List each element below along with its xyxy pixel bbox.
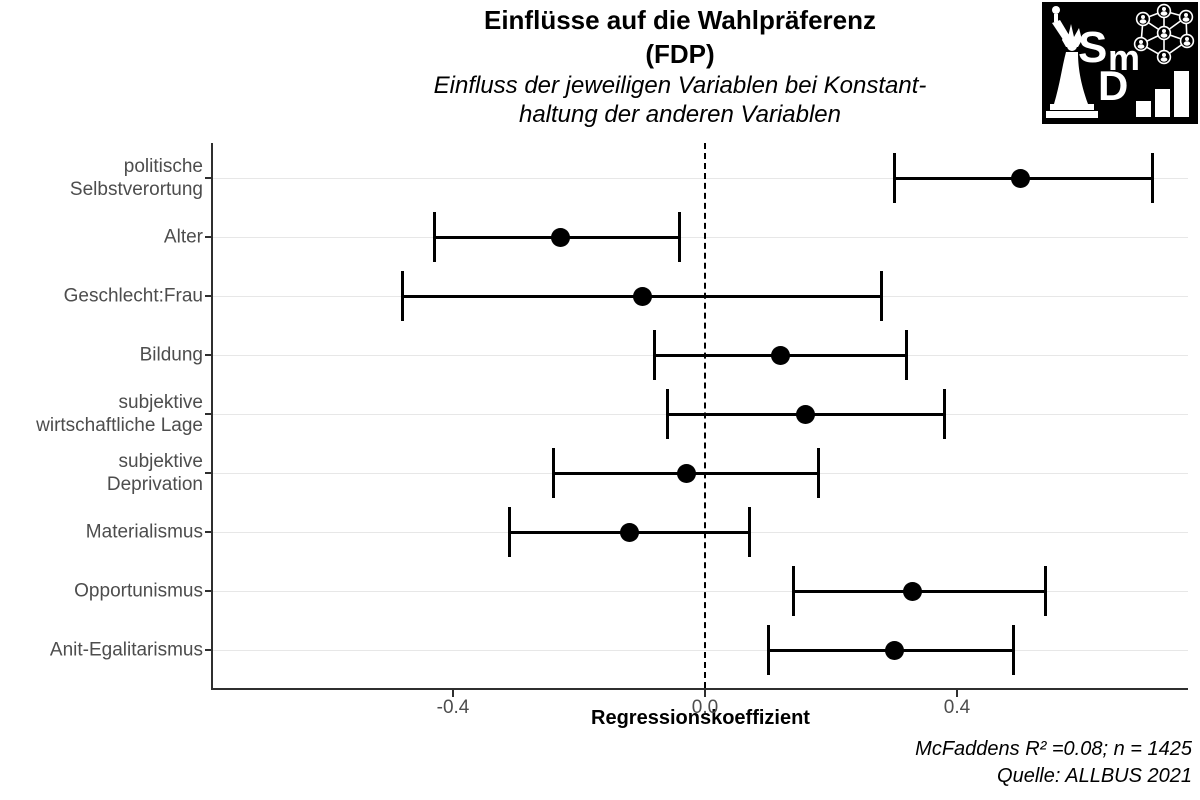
- y-axis-label: subjektive Deprivation: [0, 450, 203, 496]
- ci-cap-high: [747, 507, 751, 557]
- y-axis-label-line: Anit-Egalitarismus: [49, 639, 203, 661]
- point-estimate: [676, 463, 696, 483]
- ci-cap-low: [766, 625, 770, 675]
- smd-logo: S m D: [1042, 2, 1198, 124]
- y-axis-label-line: Materialismus: [85, 521, 203, 543]
- x-axis-title: Regressionskoeffizient: [591, 707, 810, 729]
- gridline: [213, 649, 1188, 651]
- chart-subtitle-line2: haltung der anderen Variablen: [518, 101, 842, 128]
- ci-cap-high: [905, 330, 909, 380]
- y-axis-label-line: Deprivation: [106, 474, 203, 495]
- y-axis-label-line: politische: [123, 156, 203, 177]
- point-estimate: [619, 522, 639, 542]
- y-axis-label-line: Selbstverortung: [69, 179, 203, 200]
- caption-source: Quelle: ALLBUS 2021: [997, 765, 1192, 787]
- ci-cap-high: [678, 212, 682, 262]
- plot-panel: [213, 143, 1188, 688]
- y-axis-label: Opportunismus: [0, 580, 203, 603]
- ci-cap-high: [1043, 566, 1047, 616]
- y-tick: [205, 472, 211, 474]
- y-tick: [205, 177, 211, 179]
- point-estimate: [903, 581, 923, 601]
- zero-reference-line: [704, 143, 706, 688]
- x-tick: [956, 690, 958, 697]
- ci-cap-high: [879, 271, 883, 321]
- x-tick-label: 0.0: [691, 697, 719, 718]
- gridline: [213, 236, 1188, 238]
- y-tick: [205, 413, 211, 415]
- ci-cap-low: [432, 212, 436, 262]
- y-tick: [205, 295, 211, 297]
- ci-cap-low: [892, 153, 896, 203]
- x-tick-label: 0.4: [943, 697, 971, 718]
- ci-cap-low: [665, 389, 669, 439]
- ci-cap-low: [508, 507, 512, 557]
- y-axis-label: Anit-Egalitarismus: [0, 639, 203, 662]
- y-axis-label-line: Alter: [163, 226, 203, 248]
- network-graph-icon: [1133, 3, 1195, 65]
- y-axis-label-line: wirtschaftliche Lage: [36, 415, 203, 436]
- ci-cap-low: [653, 330, 657, 380]
- y-axis-label: Alter: [0, 226, 203, 249]
- bar-chart-icon: [1136, 71, 1189, 117]
- ci-cap-low: [401, 271, 405, 321]
- chart-header: Einflüsse auf die Wahlpräferenz (FDP) Ei…: [160, 3, 1200, 129]
- smd-logo-graphic: S m D: [1042, 2, 1198, 124]
- y-axis-label-line: subjektive: [118, 392, 204, 413]
- statue-of-liberty-icon: [1046, 6, 1098, 118]
- logo-letters: S m D: [1078, 23, 1140, 109]
- ci-cap-high: [1012, 625, 1016, 675]
- y-axis-label-line: subjektive: [118, 451, 204, 472]
- ci-cap-low: [791, 566, 795, 616]
- point-estimate: [550, 227, 570, 247]
- point-estimate: [884, 640, 904, 660]
- x-tick: [704, 690, 706, 697]
- gridline: [213, 590, 1188, 592]
- y-axis-label: Geschlecht:Frau: [0, 285, 203, 308]
- point-estimate: [1010, 168, 1030, 188]
- caption: McFaddens R² =0.08; n = 1425 Quelle: ALL…: [915, 736, 1192, 790]
- chart-title-line1: Einflüsse auf die Wahlpräferenz: [483, 5, 876, 35]
- y-axis-label: politische Selbstverortung: [0, 155, 203, 201]
- y-axis-label: Materialismus: [0, 521, 203, 544]
- chart-subtitle-line1: Einfluss der jeweiligen Variablen bei Ko…: [433, 72, 927, 99]
- logo-letter-s: S: [1078, 23, 1107, 72]
- ci-cap-high: [942, 389, 946, 439]
- point-estimate: [796, 404, 816, 424]
- logo-letter-d: D: [1098, 62, 1128, 109]
- y-tick: [205, 236, 211, 238]
- ci-cap-high: [816, 448, 820, 498]
- gridline: [213, 177, 1188, 179]
- y-axis-line: [211, 143, 213, 690]
- point-estimate: [632, 286, 652, 306]
- y-axis-label-line: Opportunismus: [74, 580, 203, 602]
- x-axis-line: [211, 688, 1188, 690]
- x-tick-label: -0.4: [436, 697, 470, 718]
- y-axis-label: Bildung: [0, 344, 203, 367]
- y-tick: [205, 354, 211, 356]
- y-axis-label: subjektive wirtschaftliche Lage: [0, 391, 203, 437]
- caption-stats: McFaddens R² =0.08; n = 1425: [915, 738, 1192, 760]
- y-axis-label-line: Geschlecht:Frau: [63, 285, 203, 307]
- ci-cap-high: [1150, 153, 1154, 203]
- y-tick: [205, 590, 211, 592]
- y-tick: [205, 531, 211, 533]
- x-tick: [452, 690, 454, 697]
- y-axis-label-line: Bildung: [139, 344, 203, 366]
- point-estimate: [771, 345, 791, 365]
- ci-cap-low: [552, 448, 556, 498]
- y-tick: [205, 649, 211, 651]
- chart-title-line2: (FDP): [645, 39, 715, 69]
